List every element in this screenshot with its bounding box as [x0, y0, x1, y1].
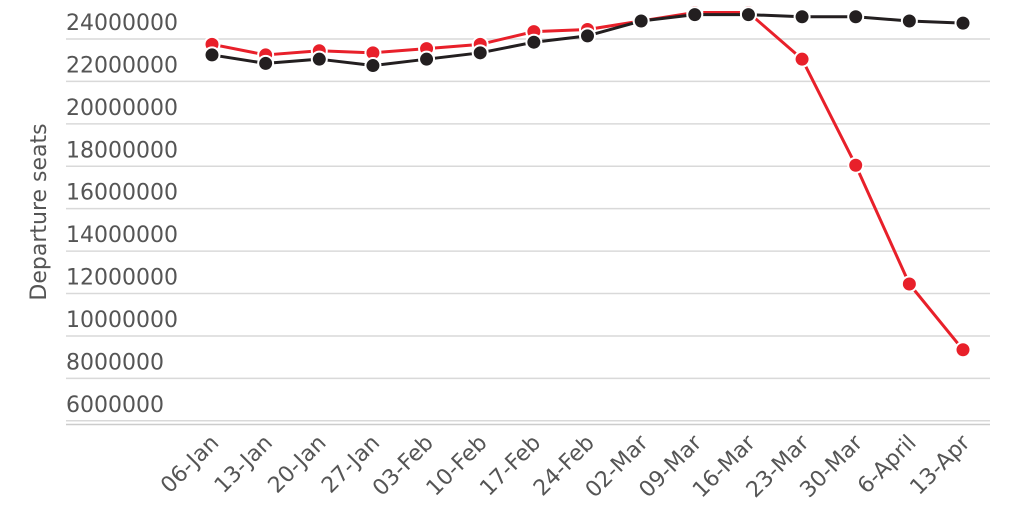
y-tick-label: 10000000: [66, 308, 178, 333]
x-tick-label: 13-Apr: [906, 430, 976, 500]
y-tick-label: 24000000: [66, 11, 178, 36]
x-tick-label: 06-Jan: [156, 431, 224, 499]
y-tick-label: 8000000: [66, 350, 164, 375]
data-point: [579, 27, 596, 45]
data-point: [900, 275, 918, 293]
data-point: [847, 156, 865, 174]
data-point: [364, 57, 382, 75]
data-point: [418, 50, 436, 68]
series-1: [203, 6, 972, 75]
data-point: [257, 54, 275, 72]
y-tick-label: 16000000: [66, 181, 178, 206]
x-axis-ticks: 06-Jan13-Jan20-Jan27-Jan03-Feb10-Feb17-F…: [156, 430, 976, 503]
data-point: [203, 46, 221, 64]
y-axis-ticks: 6000000 8000000 10000000 12000000 14000000 16…: [66, 11, 178, 418]
data-point: [793, 50, 811, 68]
data-point: [793, 8, 811, 26]
series-lines: [203, 4, 972, 359]
y-tick-label: 18000000: [66, 138, 178, 163]
data-point: [471, 44, 489, 62]
y-tick-label: 20000000: [66, 96, 178, 121]
gridlines: [66, 38, 990, 426]
y-tick-label: 12000000: [66, 266, 178, 291]
data-point: [739, 6, 757, 24]
data-point: [900, 12, 918, 30]
x-tick-label: 13-Jan: [210, 431, 278, 499]
y-axis-label: Departure seats: [27, 123, 52, 300]
data-point: [954, 14, 972, 32]
data-point: [632, 12, 650, 30]
data-point: [310, 50, 328, 68]
y-tick-label: 6000000: [66, 393, 164, 418]
data-point: [686, 6, 704, 24]
y-tick-label: 22000000: [66, 53, 178, 78]
data-point: [525, 33, 543, 51]
data-point: [954, 341, 972, 359]
x-tick-label: 20-Jan: [264, 431, 332, 499]
y-tick-label: 14000000: [66, 223, 178, 248]
data-point: [847, 8, 865, 26]
